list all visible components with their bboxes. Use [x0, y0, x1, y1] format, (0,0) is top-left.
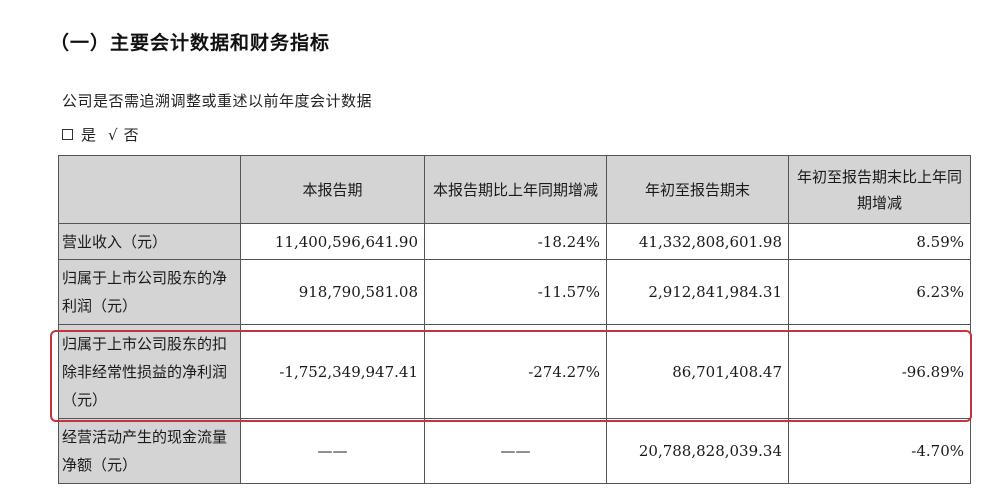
header-ytd-change: 年初至报告期末比上年同期增减 — [788, 155, 971, 224]
header-current-period-change: 本报告期比上年同期增减 — [424, 155, 607, 224]
table-cell: -4.70% — [788, 418, 971, 484]
yes-option-label: 是 — [81, 126, 97, 144]
row-label: 营业收入（元） — [58, 223, 241, 260]
table-cell: 918,790,581.08 — [240, 259, 425, 325]
table-cell: -96.89% — [788, 324, 971, 419]
table-cell: 2,912,841,984.31 — [606, 259, 789, 325]
table-cell: 8.59% — [788, 223, 971, 260]
restatement-question: 公司是否需追溯调整或重述以前年度会计数据 — [62, 92, 373, 110]
table-header-row: 本报告期 本报告期比上年同期增减 年初至报告期末 年初至报告期末比上年同期增减 — [58, 155, 971, 224]
table-cell: -274.27% — [424, 324, 607, 419]
header-corner-cell — [58, 155, 241, 224]
table-row-highlighted: 归属于上市公司股东的扣除非经常性损益的净利润（元） -1,752,349,947… — [58, 324, 971, 419]
table-cell: -18.24% — [424, 223, 607, 260]
header-ytd: 年初至报告期末 — [606, 155, 789, 224]
checkbox-empty-icon — [62, 129, 73, 140]
table-cell: -1,752,349,947.41 — [240, 324, 425, 419]
table-cell: 41,332,808,601.98 — [606, 223, 789, 260]
table-cell: —— — [424, 418, 607, 484]
financial-data-table: 本报告期 本报告期比上年同期增减 年初至报告期末 年初至报告期末比上年同期增减 … — [58, 155, 971, 484]
financial-data-table-container: 本报告期 本报告期比上年同期增减 年初至报告期末 年初至报告期末比上年同期增减 … — [58, 155, 971, 484]
no-option-label: 否 — [123, 126, 139, 144]
row-label: 归属于上市公司股东的净利润（元） — [58, 259, 241, 325]
row-label: 归属于上市公司股东的扣除非经常性损益的净利润（元） — [58, 324, 241, 419]
check-mark-icon: √ — [108, 125, 118, 144]
table-cell: 20,788,828,039.34 — [606, 418, 789, 484]
section-title: （一）主要会计数据和财务指标 — [50, 32, 331, 54]
header-current-period: 本报告期 — [240, 155, 425, 224]
table-row: 归属于上市公司股东的净利润（元） 918,790,581.08 -11.57% … — [58, 259, 971, 325]
table-row: 经营活动产生的现金流量净额（元） —— —— 20,788,828,039.34… — [58, 418, 971, 484]
restatement-options: 是 √ 否 — [62, 124, 139, 145]
table-cell: 6.23% — [788, 259, 971, 325]
table-cell: 86,701,408.47 — [606, 324, 789, 419]
row-label: 经营活动产生的现金流量净额（元） — [58, 418, 241, 484]
table-cell: 11,400,596,641.90 — [240, 223, 425, 260]
table-cell: -11.57% — [424, 259, 607, 325]
table-row: 营业收入（元） 11,400,596,641.90 -18.24% 41,332… — [58, 223, 971, 260]
table-cell: —— — [240, 418, 425, 484]
